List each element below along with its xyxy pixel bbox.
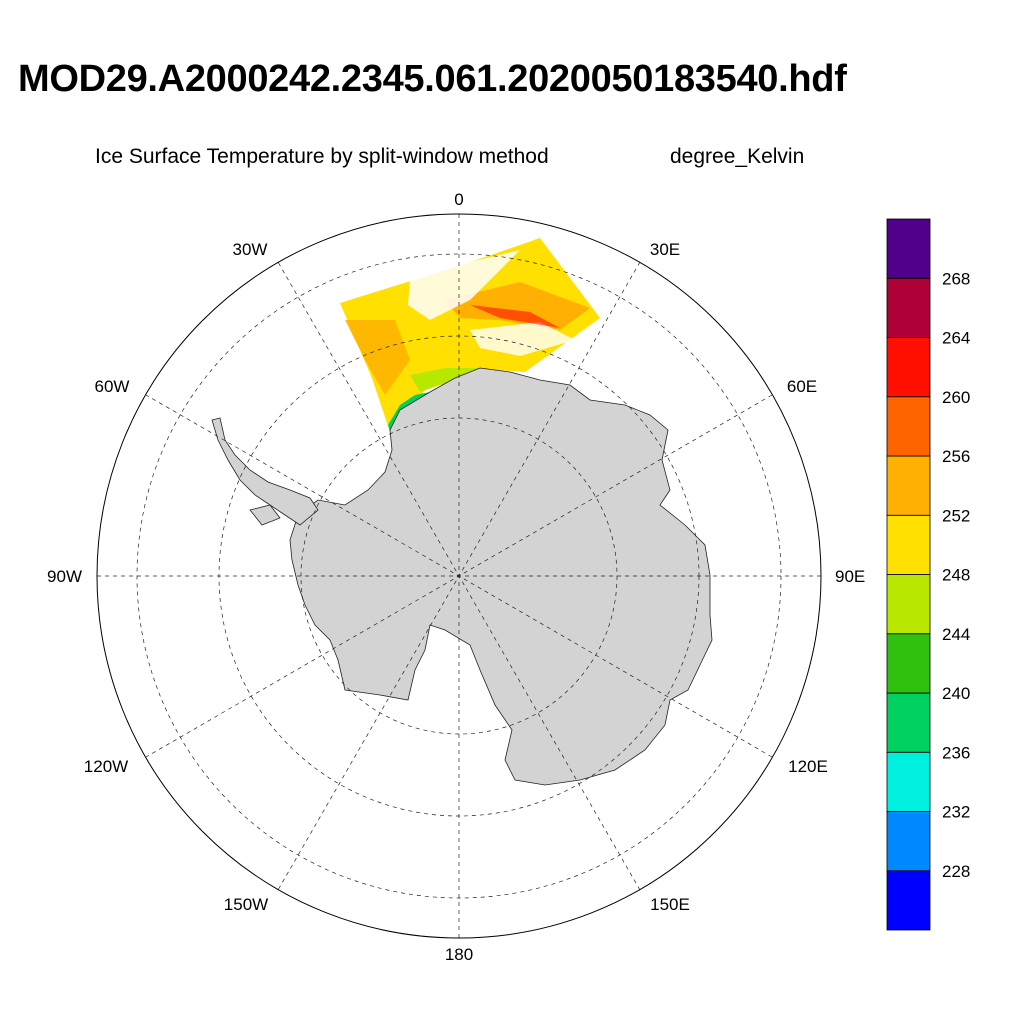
lon-label-30w: 30W <box>233 240 268 259</box>
colorbar-swatch <box>886 751 931 812</box>
colorbar-tick-label: 228 <box>942 862 970 881</box>
lon-label-90e: 90E <box>835 567 865 586</box>
colorbar: 228 232 236 240 244 248 252 256 260 264 268 <box>886 218 970 931</box>
lon-label-90w: 90W <box>47 567 82 586</box>
colorbar-swatch <box>886 514 931 575</box>
lon-label-0: 0 <box>454 190 463 209</box>
colorbar-swatch <box>886 277 931 338</box>
colorbar-tick-label: 248 <box>942 566 970 585</box>
colorbar-swatch <box>886 396 931 457</box>
variable-name: Ice Surface Temperature by split-window … <box>95 145 549 168</box>
colorbar-tick-label: 252 <box>942 506 970 525</box>
lon-label-120w: 120W <box>84 757 128 776</box>
lon-label-180: 180 <box>445 945 473 964</box>
lon-label-60w: 60W <box>95 377 130 396</box>
swath-white-gap <box>408 250 520 320</box>
colorbar-tick-label: 236 <box>942 743 970 762</box>
units-label: degree_Kelvin <box>670 145 805 168</box>
colorbar-swatch <box>886 574 931 635</box>
colorbar-swatch <box>886 633 931 694</box>
lon-label-30e: 30E <box>650 240 680 259</box>
colorbar-swatch <box>886 811 931 872</box>
colorbar-tick-label: 256 <box>942 447 970 466</box>
graticule <box>97 214 821 938</box>
map-boundary <box>96 213 822 939</box>
colorbar-tick-label: 268 <box>942 269 970 288</box>
swath-white-gap-2 <box>470 322 575 356</box>
lon-label-150e: 150E <box>650 895 690 914</box>
colorbar-swatch <box>886 692 931 753</box>
colorbar-swatch <box>886 455 931 516</box>
colorbar-tick-label: 244 <box>942 625 970 644</box>
colorbar-tick-label: 232 <box>942 803 970 822</box>
swath-red-streak <box>470 305 560 328</box>
colorbar-swatch <box>886 218 931 279</box>
lon-label-60e: 60E <box>787 377 817 396</box>
meridian-150 <box>277 261 641 891</box>
antarctica-landmass <box>289 367 713 786</box>
colorbar-tick-label: 264 <box>942 329 970 348</box>
colorbar-tick-label: 240 <box>942 684 970 703</box>
colorbar-swatch <box>886 870 931 931</box>
data-swath <box>340 238 600 438</box>
colorbar-tick-label: 260 <box>942 388 970 407</box>
swath-orange-band <box>445 282 590 330</box>
antarctic-peninsula <box>211 417 319 526</box>
lon-label-150w: 150W <box>224 895 268 914</box>
map-title: MOD29.A2000242.2345.061.2020050183540.hd… <box>18 58 847 100</box>
colorbar-swatch <box>886 337 931 398</box>
peninsula-island <box>249 504 281 526</box>
swath-orange-left <box>345 320 410 395</box>
longitude-labels: 0 30E 60E 90E 120E 150E 180 150W 120W 90… <box>47 190 865 964</box>
lon-label-120e: 120E <box>788 757 828 776</box>
